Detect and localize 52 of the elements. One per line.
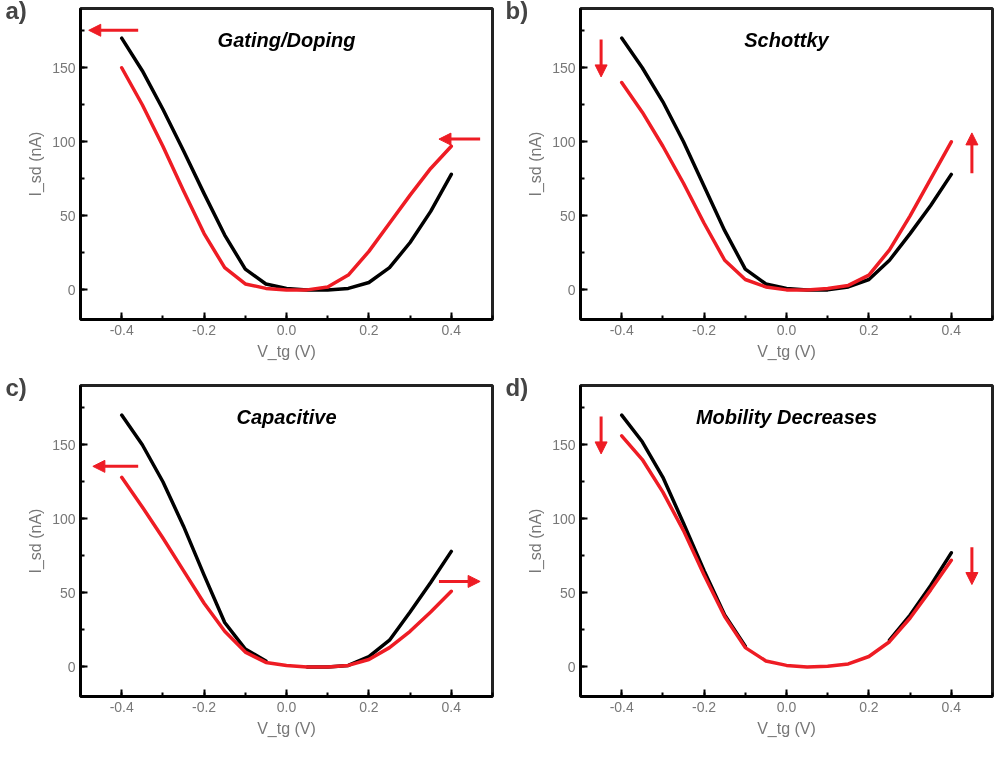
text: Capacitive	[236, 405, 337, 428]
x-tick-label: 0.0	[276, 698, 297, 715]
x-tick-label: 0.0	[776, 698, 797, 715]
x-tick-label: 0.2	[359, 321, 379, 338]
y-tick-label: 100	[552, 510, 576, 527]
text: Schottky	[744, 28, 830, 51]
y-tick-label: 50	[59, 584, 76, 601]
y-tick-label: 150	[552, 59, 576, 76]
x-tick-label: -0.2	[192, 321, 217, 338]
x-tick-label: -0.4	[109, 698, 134, 715]
x-tick-label: -0.4	[609, 321, 634, 338]
x-tick-label: 0.0	[276, 321, 297, 338]
y-tick-label: 100	[552, 133, 576, 150]
text: b)	[505, 0, 529, 24]
x-tick-label: 0.4	[441, 698, 462, 715]
x-axis-title: V_tg (V)	[757, 719, 816, 738]
y-axis-title: I_sd (nA)	[27, 131, 46, 197]
y-tick-label: 150	[52, 59, 76, 76]
x-tick-label: 0.2	[859, 698, 879, 715]
y-tick-label: 100	[52, 133, 76, 150]
y-tick-label: 0	[567, 281, 576, 298]
x-tick-label: -0.2	[192, 698, 217, 715]
x-axis-title: V_tg (V)	[257, 719, 316, 738]
y-axis-title: I_sd (nA)	[27, 508, 46, 574]
y-axis-title: I_sd (nA)	[527, 131, 546, 197]
x-axis-title: V_tg (V)	[757, 342, 816, 361]
x-tick-label: 0.4	[441, 321, 462, 338]
x-tick-label: -0.4	[609, 698, 634, 715]
y-tick-label: 50	[59, 207, 76, 224]
y-tick-label: 50	[559, 207, 576, 224]
y-axis-title: I_sd (nA)	[527, 508, 546, 574]
x-tick-label: 0.2	[859, 321, 879, 338]
x-tick-label: -0.4	[109, 321, 134, 338]
x-tick-label: 0.0	[776, 321, 797, 338]
y-tick-label: 0	[67, 658, 76, 675]
x-tick-label: -0.2	[692, 698, 717, 715]
x-tick-label: 0.4	[941, 698, 962, 715]
y-tick-label: 150	[52, 436, 76, 453]
text: c)	[5, 373, 27, 401]
text: d)	[505, 373, 529, 401]
text: a)	[5, 0, 27, 24]
x-axis-title: V_tg (V)	[257, 342, 316, 361]
text: Gating/Doping	[217, 28, 356, 51]
x-tick-label: -0.2	[692, 321, 717, 338]
x-tick-label: 0.4	[941, 321, 962, 338]
x-tick-label: 0.2	[359, 698, 379, 715]
y-tick-label: 0	[67, 281, 76, 298]
y-tick-label: 100	[52, 510, 76, 527]
y-tick-label: 150	[552, 436, 576, 453]
y-tick-label: 0	[567, 658, 576, 675]
y-tick-label: 50	[559, 584, 576, 601]
text: Mobility Decreases	[695, 405, 878, 428]
